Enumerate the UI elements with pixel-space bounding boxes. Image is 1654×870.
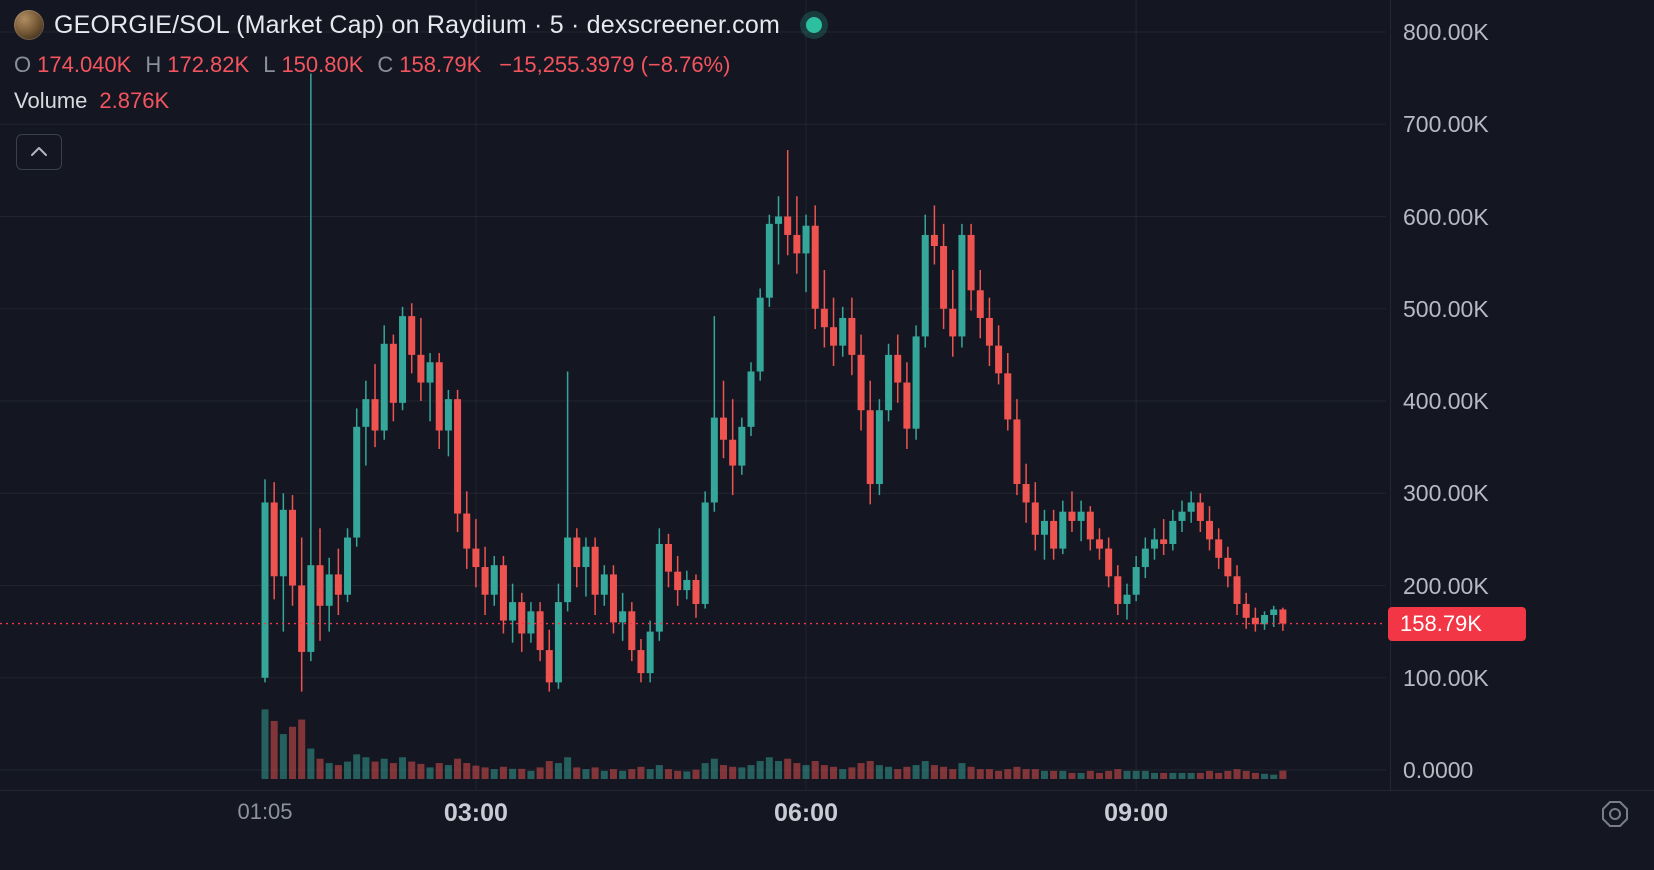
close-value: 158.79K	[399, 52, 482, 77]
price-axis-label: 0.0000	[1403, 757, 1474, 783]
price-axis-label: 800.00K	[1403, 19, 1489, 45]
volume-label: Volume	[14, 88, 88, 113]
ohlc-legend: O 174.040K H 172.82K L 150.80K C 158.79K…	[14, 52, 822, 78]
grid	[0, 0, 1386, 790]
change-value: −15,255.3979 (−8.76%)	[499, 52, 731, 77]
price-axis-label: 700.00K	[1403, 111, 1489, 138]
volume-bars	[261, 709, 1287, 779]
last-price-badge: 158.79K	[1388, 606, 1526, 641]
time-axis-label: 09:00	[1104, 799, 1169, 827]
chart-title: GEORGIE/SOL (Market Cap) on Raydium · 5 …	[54, 10, 780, 39]
collapse-legend-button[interactable]	[16, 134, 62, 170]
price-axis-label: 200.00K	[1403, 572, 1489, 599]
token-avatar	[14, 10, 44, 40]
high-label: H	[145, 52, 162, 77]
time-axis[interactable]: 01:05 03:00 06:00 09:00	[0, 790, 1654, 870]
gear-icon	[1602, 801, 1628, 827]
low-label: L	[263, 52, 276, 77]
close-label: C	[377, 52, 394, 77]
price-axis-label: 300.00K	[1403, 480, 1489, 507]
time-axis-label: 01:05	[237, 799, 293, 824]
time-axis-label: 06:00	[774, 799, 838, 827]
open-label: O	[14, 52, 32, 77]
candlestick-chart[interactable]	[0, 0, 1390, 790]
low-value: 150.80K	[281, 52, 364, 77]
volume-legend: Volume 2.876K	[14, 88, 822, 114]
price-axis-label: 500.00K	[1403, 295, 1489, 322]
chart-legend: GEORGIE/SOL (Market Cap) on Raydium · 5 …	[14, 10, 822, 114]
price-axis[interactable]: 800.00K 700.00K 600.00K 500.00K 400.00K 300.0…	[1390, 0, 1654, 790]
chevron-up-icon	[31, 147, 47, 156]
open-value: 174.040K	[37, 52, 132, 77]
symbol-row: GEORGIE/SOL (Market Cap) on Raydium · 5 …	[14, 10, 822, 40]
price-axis-label: 600.00K	[1403, 203, 1489, 230]
high-value: 172.82K	[167, 52, 250, 77]
candles	[261, 73, 1287, 692]
volume-value: 2.876K	[99, 88, 170, 113]
connection-status-dot	[806, 17, 822, 33]
time-axis-label: 03:00	[443, 799, 508, 827]
axis-settings-button[interactable]	[1598, 797, 1632, 836]
price-axis-label: 400.00K	[1403, 388, 1489, 414]
price-axis-label: 100.00K	[1403, 664, 1489, 691]
